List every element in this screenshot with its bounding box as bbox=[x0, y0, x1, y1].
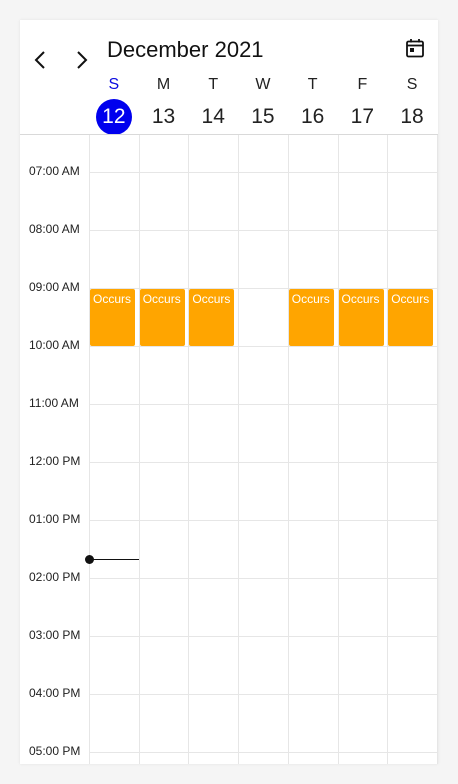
day-column-divider bbox=[287, 135, 289, 764]
time-label: 02:00 PM bbox=[29, 570, 81, 584]
time-label: 08:00 AM bbox=[29, 222, 80, 236]
date-number: 18 bbox=[400, 105, 424, 128]
hour-line bbox=[89, 520, 438, 521]
day-column-divider bbox=[89, 135, 90, 764]
time-label: 03:00 PM bbox=[29, 628, 81, 642]
time-label: 10:00 AM bbox=[29, 338, 80, 352]
time-label: 04:00 PM bbox=[29, 686, 81, 700]
day-header-4[interactable]: T 16 bbox=[288, 74, 338, 134]
day-column-divider bbox=[436, 135, 438, 764]
previous-week-button[interactable] bbox=[29, 48, 53, 72]
day-column-divider bbox=[138, 135, 140, 764]
calendar-card: December 2021 S 12 M 13 T 14 W 15 T 16 F 17 S 18 07:0… bbox=[20, 20, 438, 764]
date-number: 15 bbox=[251, 105, 275, 128]
time-label: 11:00 AM bbox=[29, 396, 79, 410]
hour-line bbox=[89, 288, 438, 289]
appointment[interactable]: Occurs bbox=[139, 289, 185, 346]
hour-line bbox=[89, 172, 438, 173]
appointment[interactable]: Occurs bbox=[338, 289, 384, 346]
date-number: 14 bbox=[201, 105, 225, 128]
hour-line bbox=[89, 694, 438, 695]
day-of-week-label: T bbox=[208, 76, 219, 93]
month-title[interactable]: December 2021 bbox=[107, 37, 264, 62]
day-header-3[interactable]: W 15 bbox=[238, 74, 288, 134]
appointment[interactable]: Occurs bbox=[189, 289, 235, 346]
time-label: 12:00 PM bbox=[29, 454, 81, 468]
date-number: 16 bbox=[300, 105, 325, 128]
day-header-0[interactable]: S 12 bbox=[89, 74, 139, 135]
header-divider bbox=[20, 134, 438, 135]
day-of-week-label: M bbox=[156, 76, 171, 93]
day-header-1[interactable]: M 13 bbox=[139, 74, 189, 134]
day-column-divider bbox=[188, 135, 190, 764]
day-column-divider bbox=[337, 135, 339, 764]
appointment[interactable]: Occurs bbox=[90, 289, 135, 346]
day-of-week-label: F bbox=[357, 76, 368, 93]
hour-line bbox=[89, 752, 438, 753]
day-header-6[interactable]: S 18 bbox=[387, 74, 437, 134]
day-of-week-label: S bbox=[406, 76, 418, 93]
day-header-5[interactable]: F 17 bbox=[338, 74, 388, 134]
today-button[interactable] bbox=[404, 37, 426, 59]
date-number: 17 bbox=[350, 105, 375, 128]
current-time-line bbox=[89, 559, 139, 560]
day-of-week-label: S bbox=[108, 76, 120, 93]
day-column-divider bbox=[387, 135, 389, 764]
today-date-badge: 12 bbox=[95, 99, 132, 135]
time-label: 09:00 AM bbox=[29, 280, 80, 294]
day-header-2[interactable]: T 14 bbox=[188, 74, 238, 134]
chevron-left-icon bbox=[34, 51, 45, 69]
hour-line bbox=[89, 404, 438, 405]
day-of-week-label: W bbox=[255, 76, 271, 93]
time-grid[interactable]: 07:00 AM 08:00 AM 09:00 AM 10:00 AM 11:00 AM… bbox=[20, 135, 438, 764]
hour-line bbox=[89, 636, 438, 637]
time-label: 05:00 PM bbox=[29, 744, 81, 758]
day-of-week-label: T bbox=[307, 76, 318, 93]
date-number: 13 bbox=[151, 105, 176, 128]
hour-line bbox=[89, 346, 438, 347]
appointment[interactable]: Occurs bbox=[388, 289, 434, 346]
next-week-button[interactable] bbox=[69, 48, 93, 72]
time-label: 01:00 PM bbox=[29, 512, 81, 526]
hour-line bbox=[89, 230, 438, 231]
hour-line bbox=[89, 578, 438, 579]
calendar-today-icon bbox=[406, 39, 424, 58]
day-column-divider bbox=[238, 135, 240, 764]
time-label: 07:00 AM bbox=[29, 164, 80, 178]
chevron-right-icon bbox=[77, 51, 88, 69]
hour-line bbox=[89, 462, 438, 463]
appointment[interactable]: Occurs bbox=[288, 289, 334, 346]
